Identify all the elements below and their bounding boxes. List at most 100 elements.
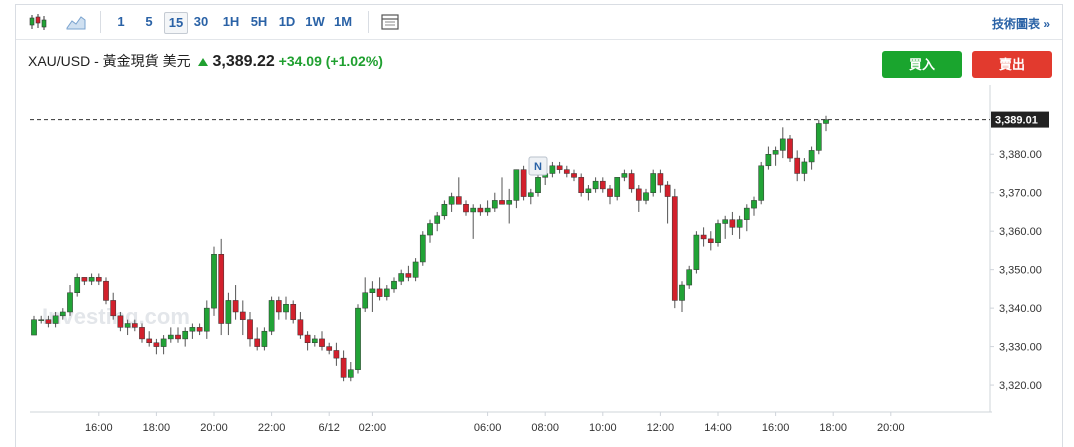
candle-body bbox=[153, 342, 160, 347]
candle-body bbox=[146, 338, 153, 344]
chart-settings-icon[interactable] bbox=[380, 13, 400, 31]
candle-body bbox=[340, 357, 347, 378]
candle-body bbox=[369, 288, 376, 293]
technical-chart-link[interactable]: 技術圖表 » bbox=[991, 17, 1050, 31]
candle-body bbox=[362, 292, 369, 309]
candle-body bbox=[787, 138, 793, 159]
candle-body bbox=[275, 300, 282, 313]
candle-body bbox=[347, 369, 354, 378]
candle-body bbox=[383, 288, 390, 297]
candle-body bbox=[247, 319, 253, 340]
candle-body bbox=[549, 165, 556, 174]
candle-body bbox=[513, 169, 520, 201]
candle-body bbox=[571, 173, 577, 178]
candle-body bbox=[391, 280, 397, 290]
candle-body bbox=[441, 204, 448, 217]
interval-1h[interactable]: 1H bbox=[222, 14, 240, 29]
candle-body bbox=[52, 315, 59, 324]
candle-body bbox=[175, 334, 181, 340]
candle-body bbox=[743, 207, 750, 220]
candle-body bbox=[254, 338, 261, 347]
candle-body bbox=[607, 188, 613, 197]
up-arrow-icon bbox=[198, 57, 209, 66]
candle-body bbox=[765, 153, 772, 167]
candle-body bbox=[715, 223, 721, 243]
candle-body bbox=[470, 207, 477, 213]
candle-body bbox=[225, 300, 232, 324]
candle-body bbox=[196, 327, 203, 332]
candle-body bbox=[139, 327, 145, 340]
y-tick-label: 3,320.00 bbox=[999, 380, 1042, 392]
interval-5[interactable]: 5 bbox=[145, 14, 153, 29]
candle-body bbox=[671, 196, 678, 301]
interval-1d[interactable]: 1D bbox=[278, 14, 296, 29]
candle-body bbox=[535, 177, 541, 193]
candle-body bbox=[808, 150, 815, 163]
candle-body bbox=[38, 319, 45, 321]
candle-body bbox=[261, 330, 268, 347]
buy-button[interactable]: 買入 bbox=[882, 51, 962, 78]
candle-body bbox=[160, 338, 167, 347]
candle-body bbox=[686, 269, 693, 286]
candle-body bbox=[455, 196, 462, 205]
toolbar-divider bbox=[100, 11, 101, 33]
candle-body bbox=[218, 254, 225, 324]
candle-body bbox=[585, 188, 592, 193]
candle-body bbox=[484, 207, 491, 213]
candle-body bbox=[412, 261, 419, 278]
x-tick-label: 20:00 bbox=[200, 422, 228, 434]
interval-1[interactable]: 1 bbox=[117, 14, 125, 29]
candle-body bbox=[823, 119, 829, 124]
candle-body bbox=[693, 234, 700, 270]
candle-body bbox=[304, 334, 311, 344]
candle-body bbox=[729, 219, 736, 228]
candle-body bbox=[779, 138, 786, 151]
interval-5h[interactable]: 5H bbox=[250, 14, 268, 29]
candlestick-chart-icon[interactable] bbox=[28, 13, 48, 31]
interval-15[interactable]: 15 bbox=[164, 12, 188, 34]
candle-body bbox=[794, 157, 801, 174]
candle-body bbox=[376, 288, 383, 297]
y-tick-label: 3,330.00 bbox=[999, 342, 1042, 354]
candle-body bbox=[499, 200, 505, 205]
area-chart-icon[interactable] bbox=[66, 13, 86, 31]
chart-widget: 1 5 15 30 1H 5H 1D 1W 1M 技術圖表 » XAU/USD - 黃金現貨 美… bbox=[15, 4, 1063, 447]
interval-1m[interactable]: 1M bbox=[333, 14, 353, 29]
news-marker[interactable] bbox=[528, 156, 548, 176]
quote-header: XAU/USD - 黃金現貨 美元 3,389.22 +34.09 (+1.02… bbox=[28, 51, 383, 71]
y-tick-label: 3,340.00 bbox=[999, 303, 1042, 315]
candle-body bbox=[599, 180, 606, 190]
candle-body bbox=[95, 277, 102, 282]
candle-body bbox=[736, 219, 743, 228]
x-tick-label: 20:00 bbox=[877, 422, 905, 434]
last-price-box bbox=[991, 111, 1049, 128]
candle-body bbox=[110, 300, 117, 317]
candle-body bbox=[182, 330, 189, 340]
last-price-label: 3,389.01 bbox=[995, 115, 1038, 127]
candle-body bbox=[801, 161, 808, 174]
toolbar-divider bbox=[368, 11, 369, 33]
candle-body bbox=[67, 292, 73, 313]
candle-body bbox=[815, 123, 822, 151]
candle-body bbox=[643, 192, 649, 201]
interval-30[interactable]: 30 bbox=[193, 14, 209, 29]
y-tick-label: 3,370.00 bbox=[999, 188, 1042, 200]
candle-body bbox=[621, 173, 628, 178]
interval-1w[interactable]: 1W bbox=[305, 14, 325, 29]
candle-body bbox=[103, 280, 109, 301]
news-marker-label[interactable]: N bbox=[534, 161, 542, 173]
candle-body bbox=[657, 173, 664, 186]
candle-body bbox=[239, 311, 246, 320]
candle-body bbox=[751, 200, 757, 209]
candle-body bbox=[81, 277, 88, 282]
sell-button[interactable]: 賣出 bbox=[972, 51, 1052, 78]
y-tick-label: 3,380.00 bbox=[999, 149, 1042, 161]
candle-body bbox=[283, 304, 289, 313]
candle-body bbox=[333, 350, 340, 359]
x-tick-label: 12:00 bbox=[647, 422, 675, 434]
candle-body bbox=[45, 319, 52, 324]
price-change-percent: (+1.02%) bbox=[325, 53, 383, 69]
x-tick-label: 16:00 bbox=[762, 422, 790, 434]
candle-body bbox=[679, 284, 685, 301]
